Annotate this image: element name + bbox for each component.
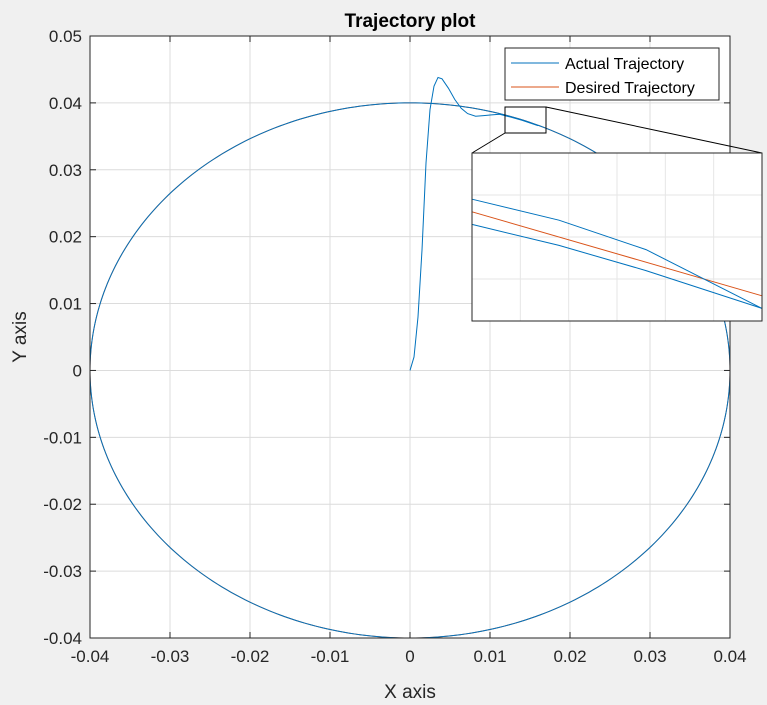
x-tick-label: 0.01 xyxy=(473,647,506,666)
legend-label-desired: Desired Trajectory xyxy=(565,80,695,97)
inset-line-desired xyxy=(471,211,763,297)
x-tick-label: 0.04 xyxy=(713,647,746,666)
y-tick-label: 0.03 xyxy=(49,161,82,180)
y-tick-label: -0.02 xyxy=(43,495,82,514)
x-tick-label: 0 xyxy=(405,647,414,666)
x-tick-label: -0.02 xyxy=(231,647,270,666)
y-tick-label: 0 xyxy=(73,361,82,380)
inset-line-actual-lower xyxy=(471,223,763,309)
legend-box xyxy=(504,47,720,101)
inset-line-actual-upper xyxy=(471,198,763,309)
zoom-region-box xyxy=(504,106,547,134)
zoom-connector-left xyxy=(471,132,506,154)
y-tick-label: 0.05 xyxy=(49,27,82,46)
y-tick-label: -0.04 xyxy=(43,629,82,648)
legend-label-actual: Actual Trajectory xyxy=(565,56,684,73)
chart-title: Trajectory plot xyxy=(345,11,477,32)
x-tick-label: -0.03 xyxy=(151,647,190,666)
inset-grid xyxy=(472,153,762,321)
y-axis-label: Y axis xyxy=(10,311,31,362)
inset-series xyxy=(471,198,763,309)
y-tick-label: -0.03 xyxy=(43,562,82,581)
zoom-connector-right xyxy=(545,106,763,154)
y-tick-label: 0.02 xyxy=(49,228,82,247)
x-tick-label: 0.03 xyxy=(633,647,666,666)
legend: Actual Trajectory Desired Trajectory xyxy=(504,47,720,101)
y-tick-label: -0.01 xyxy=(43,428,82,447)
inset-frame xyxy=(471,152,763,322)
x-tick-label: 0.02 xyxy=(553,647,586,666)
tick-labels: -0.04 -0.03 -0.02 -0.01 0 0.01 0.02 0.03 0.04 -0.… xyxy=(43,27,746,666)
x-axis-label: X axis xyxy=(384,682,436,703)
y-tick-label: 0.01 xyxy=(49,295,82,314)
zoom-inset xyxy=(471,152,763,322)
y-tick-label: 0.04 xyxy=(49,94,82,113)
x-tick-label: -0.01 xyxy=(311,647,350,666)
x-tick-label: -0.04 xyxy=(71,647,110,666)
